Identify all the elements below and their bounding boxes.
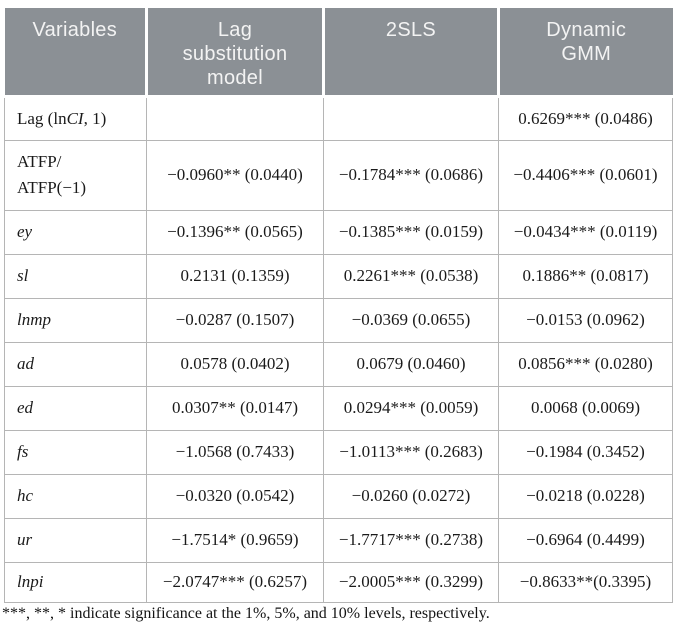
value-cell bbox=[146, 95, 324, 141]
table-row-ur: ur −1.7514* (0.9659) −1.7717*** (0.2738) −0… bbox=[4, 517, 673, 563]
value-cell: 0.6269*** (0.0486) bbox=[498, 95, 673, 141]
table-row-hc: hc −0.0320 (0.0542) −0.0260 (0.0272) −0.021… bbox=[4, 473, 673, 519]
value-cell: 0.0294*** (0.0059) bbox=[323, 385, 499, 431]
value-cell: −0.0218 (0.0228) bbox=[498, 473, 673, 519]
column-header-lag-substitution-model: Lag substitution model bbox=[145, 8, 325, 98]
table-row-sl: sl 0.2131 (0.1359) 0.2261*** (0.0538) 0.188… bbox=[4, 253, 673, 299]
value-cell: −0.1385*** (0.0159) bbox=[323, 209, 499, 255]
value-cell: −2.0005*** (0.3299) bbox=[323, 561, 499, 603]
table-body: Lag (lnCI, 1) 0.6269*** (0.0486) ATFP/ATFP… bbox=[4, 95, 673, 603]
column-header-dynamic-gmm: Dynamic GMM bbox=[497, 8, 673, 98]
value-cell: −0.0369 (0.0655) bbox=[323, 297, 499, 343]
variable-cell: ed bbox=[4, 385, 147, 431]
value-cell: 0.2131 (0.1359) bbox=[146, 253, 324, 299]
value-cell: −0.1784*** (0.0686) bbox=[323, 139, 499, 211]
value-cell: −2.0747*** (0.6257) bbox=[146, 561, 324, 603]
value-cell: 0.0856*** (0.0280) bbox=[498, 341, 673, 387]
variable-cell: hc bbox=[4, 473, 147, 519]
variable-cell: ey bbox=[4, 209, 147, 255]
variable-cell: ATFP/ATFP(−1) bbox=[4, 139, 147, 211]
table-row-fs: fs −1.0568 (0.7433) −1.0113*** (0.2683) −0.… bbox=[4, 429, 673, 475]
value-cell: −0.0434*** (0.0119) bbox=[498, 209, 673, 255]
value-cell: 0.1886** (0.0817) bbox=[498, 253, 673, 299]
value-cell: 0.0679 (0.0460) bbox=[323, 341, 499, 387]
regression-results-table: Variables Lag substitution model 2SLS Dynamic… bbox=[4, 8, 673, 603]
value-cell: −0.8633**(0.3395) bbox=[498, 561, 673, 603]
variable-cell: sl bbox=[4, 253, 147, 299]
column-header-2sls: 2SLS bbox=[322, 8, 500, 98]
column-header-variables: Variables bbox=[4, 8, 148, 98]
significance-footnote: ***, **, * indicate significance at the … bbox=[2, 605, 490, 622]
variable-cell: fs bbox=[4, 429, 147, 475]
value-cell: −0.1396** (0.0565) bbox=[146, 209, 324, 255]
value-cell: −0.0153 (0.0962) bbox=[498, 297, 673, 343]
value-cell: 0.0578 (0.0402) bbox=[146, 341, 324, 387]
value-cell: −0.0287 (0.1507) bbox=[146, 297, 324, 343]
value-cell: −0.4406*** (0.0601) bbox=[498, 139, 673, 211]
value-cell: 0.0307** (0.0147) bbox=[146, 385, 324, 431]
table-row-ey: ey −0.1396** (0.0565) −0.1385*** (0.0159) −… bbox=[4, 209, 673, 255]
value-cell: 0.0068 (0.0069) bbox=[498, 385, 673, 431]
variable-cell: ad bbox=[4, 341, 147, 387]
value-cell: −0.0260 (0.0272) bbox=[323, 473, 499, 519]
value-cell: −0.1984 (0.3452) bbox=[498, 429, 673, 475]
variable-cell: ur bbox=[4, 517, 147, 563]
table-row-lag-lnci-1: Lag (lnCI, 1) 0.6269*** (0.0486) bbox=[4, 95, 673, 141]
value-cell: −1.0113*** (0.2683) bbox=[323, 429, 499, 475]
variable-cell: lnpi bbox=[4, 561, 147, 603]
value-cell: −1.0568 (0.7433) bbox=[146, 429, 324, 475]
variable-cell: lnmp bbox=[4, 297, 147, 343]
table-row-lnpi: lnpi −2.0747*** (0.6257) −2.0005*** (0.329… bbox=[4, 561, 673, 603]
table-row-lnmp: lnmp −0.0287 (0.1507) −0.0369 (0.0655) −0.0… bbox=[4, 297, 673, 343]
variable-cell: Lag (lnCI, 1) bbox=[4, 95, 147, 141]
value-cell: −1.7717*** (0.2738) bbox=[323, 517, 499, 563]
value-cell: −0.0320 (0.0542) bbox=[146, 473, 324, 519]
table-row-ed: ed 0.0307** (0.0147) 0.0294*** (0.0059) 0.0… bbox=[4, 385, 673, 431]
table-row-ad: ad 0.0578 (0.0402) 0.0679 (0.0460) 0.0856**… bbox=[4, 341, 673, 387]
value-cell bbox=[323, 95, 499, 141]
value-cell: −0.6964 (0.4499) bbox=[498, 517, 673, 563]
value-cell: 0.2261*** (0.0538) bbox=[323, 253, 499, 299]
value-cell: −1.7514* (0.9659) bbox=[146, 517, 324, 563]
table-row-atfp: ATFP/ATFP(−1) −0.0960** (0.0440) −0.1784**… bbox=[4, 139, 673, 211]
table-header-row: Variables Lag substitution model 2SLS Dynamic… bbox=[4, 8, 673, 98]
value-cell: −0.0960** (0.0440) bbox=[146, 139, 324, 211]
